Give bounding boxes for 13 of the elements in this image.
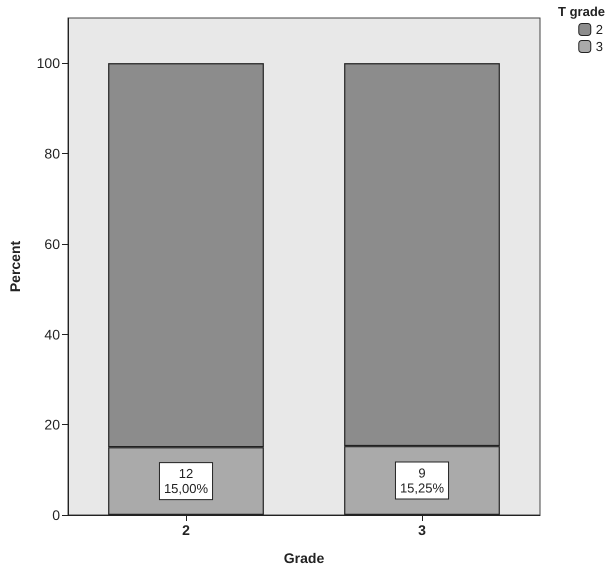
legend-title: T grade xyxy=(558,4,606,19)
y-tick-label: 0 xyxy=(52,507,60,523)
y-axis-title: Percent xyxy=(7,240,23,292)
y-tick-label: 80 xyxy=(44,146,60,162)
y-tick-label: 20 xyxy=(44,416,60,433)
y-tick-label: 100 xyxy=(36,55,60,72)
y-tick-label: 40 xyxy=(44,326,60,342)
legend-label: 2 xyxy=(596,22,604,37)
data-label: 9 15,25% xyxy=(400,466,444,496)
y-tick-label: 60 xyxy=(44,236,60,252)
data-label: 12 15,00% xyxy=(164,466,208,496)
x-axis-title: Grade xyxy=(284,550,324,566)
legend-label: 3 xyxy=(596,39,604,54)
